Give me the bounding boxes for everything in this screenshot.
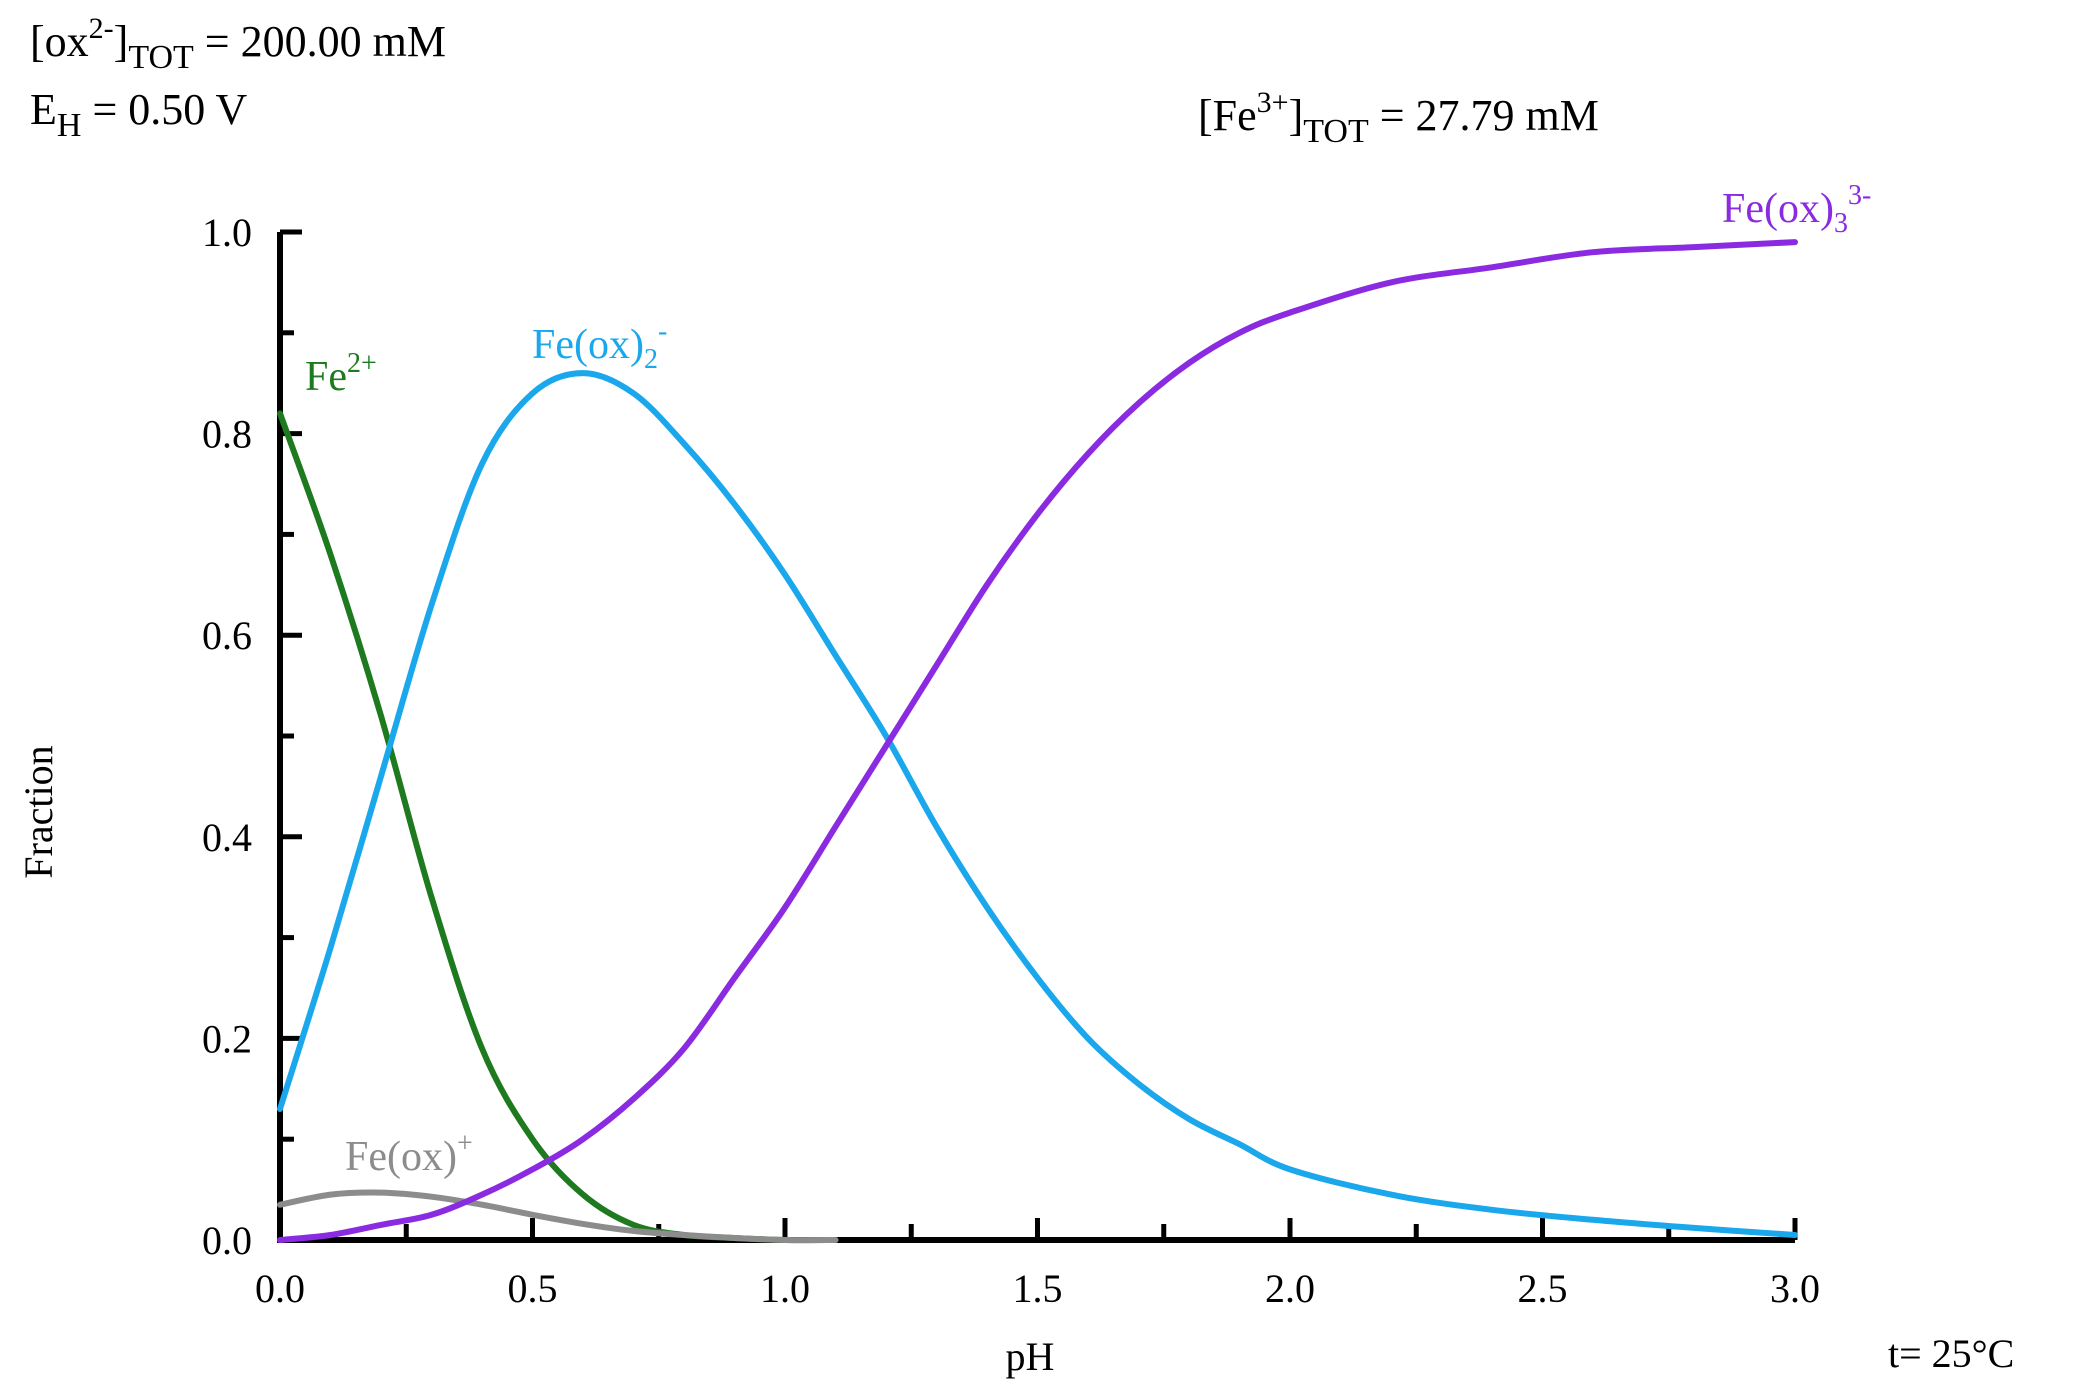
chart-ticks: 0.0 0.5 1.0 1.5 2.0 2.5 3.0 0.0 0.2 0.4 0.6 0.8 1.0 bbox=[202, 210, 1820, 1311]
y-tick-label: 1.0 bbox=[202, 210, 252, 255]
fe-total-subscript: TOT bbox=[1303, 113, 1369, 150]
feox-series-line bbox=[277, 1189, 839, 1244]
temperature-label: t= 25°C bbox=[1888, 1331, 2015, 1376]
x-axis-title: pH bbox=[1006, 1334, 1055, 1379]
x-tick-label: 2.0 bbox=[1265, 1266, 1315, 1311]
x-tick-label: 3.0 bbox=[1770, 1266, 1820, 1311]
y-tick-label: 0.8 bbox=[202, 412, 252, 457]
feox2-series-label: Fe(ox)2- bbox=[532, 316, 667, 375]
y-axis-title: Fraction bbox=[16, 745, 61, 878]
fe-total-readout: [Fe3+]TOT = 27.79 mM bbox=[1198, 88, 1599, 149]
eh-label: E bbox=[30, 85, 57, 134]
feox3-series-line bbox=[277, 239, 1798, 1243]
ox-total-subscript: TOT bbox=[128, 39, 194, 76]
ox-charge: 2- bbox=[88, 12, 114, 45]
feox3-series-label: Fe(ox)33- bbox=[1722, 180, 1871, 239]
eh-subscript: H bbox=[56, 107, 82, 144]
y-tick-label: 0.6 bbox=[202, 613, 252, 658]
ox-total-value: = 200.00 mM bbox=[193, 17, 446, 66]
x-tick-label: 1.5 bbox=[1013, 1266, 1063, 1311]
eh-readout: EH = 0.50 V bbox=[30, 88, 247, 143]
y-tick-label: 0.2 bbox=[202, 1016, 252, 1061]
x-tick-label: 2.5 bbox=[1518, 1266, 1568, 1311]
fe2-series-label: Fe2+ bbox=[305, 348, 377, 400]
y-tick-label: 0.0 bbox=[202, 1218, 252, 1263]
feox-series-label: Fe(ox)+ bbox=[345, 1128, 473, 1180]
eh-value: = 0.50 V bbox=[81, 85, 248, 134]
y-tick-label: 0.4 bbox=[202, 815, 252, 860]
fe-bracket: ] bbox=[1288, 91, 1304, 140]
chart-series bbox=[277, 239, 1798, 1244]
fe-charge: 3+ bbox=[1256, 86, 1289, 119]
ox-total-label: [ox bbox=[30, 17, 89, 66]
x-tick-label: 0.5 bbox=[508, 1266, 558, 1311]
ox-bracket: ] bbox=[113, 17, 129, 66]
x-tick-label: 1.0 bbox=[760, 1266, 810, 1311]
chart-series-labels: Fe2+ Fe(ox)+ Fe(ox)2- Fe(ox)33- bbox=[305, 180, 1871, 1180]
chart-axes bbox=[277, 232, 1795, 1243]
x-tick-label: 0.0 bbox=[255, 1266, 305, 1311]
fe-total-value: = 27.79 mM bbox=[1368, 91, 1599, 140]
feox2-series-line bbox=[277, 370, 1798, 1238]
ox-total-readout: [ox2-]TOT = 200.00 mM bbox=[30, 14, 446, 75]
fe-total-label: [Fe bbox=[1198, 91, 1257, 140]
